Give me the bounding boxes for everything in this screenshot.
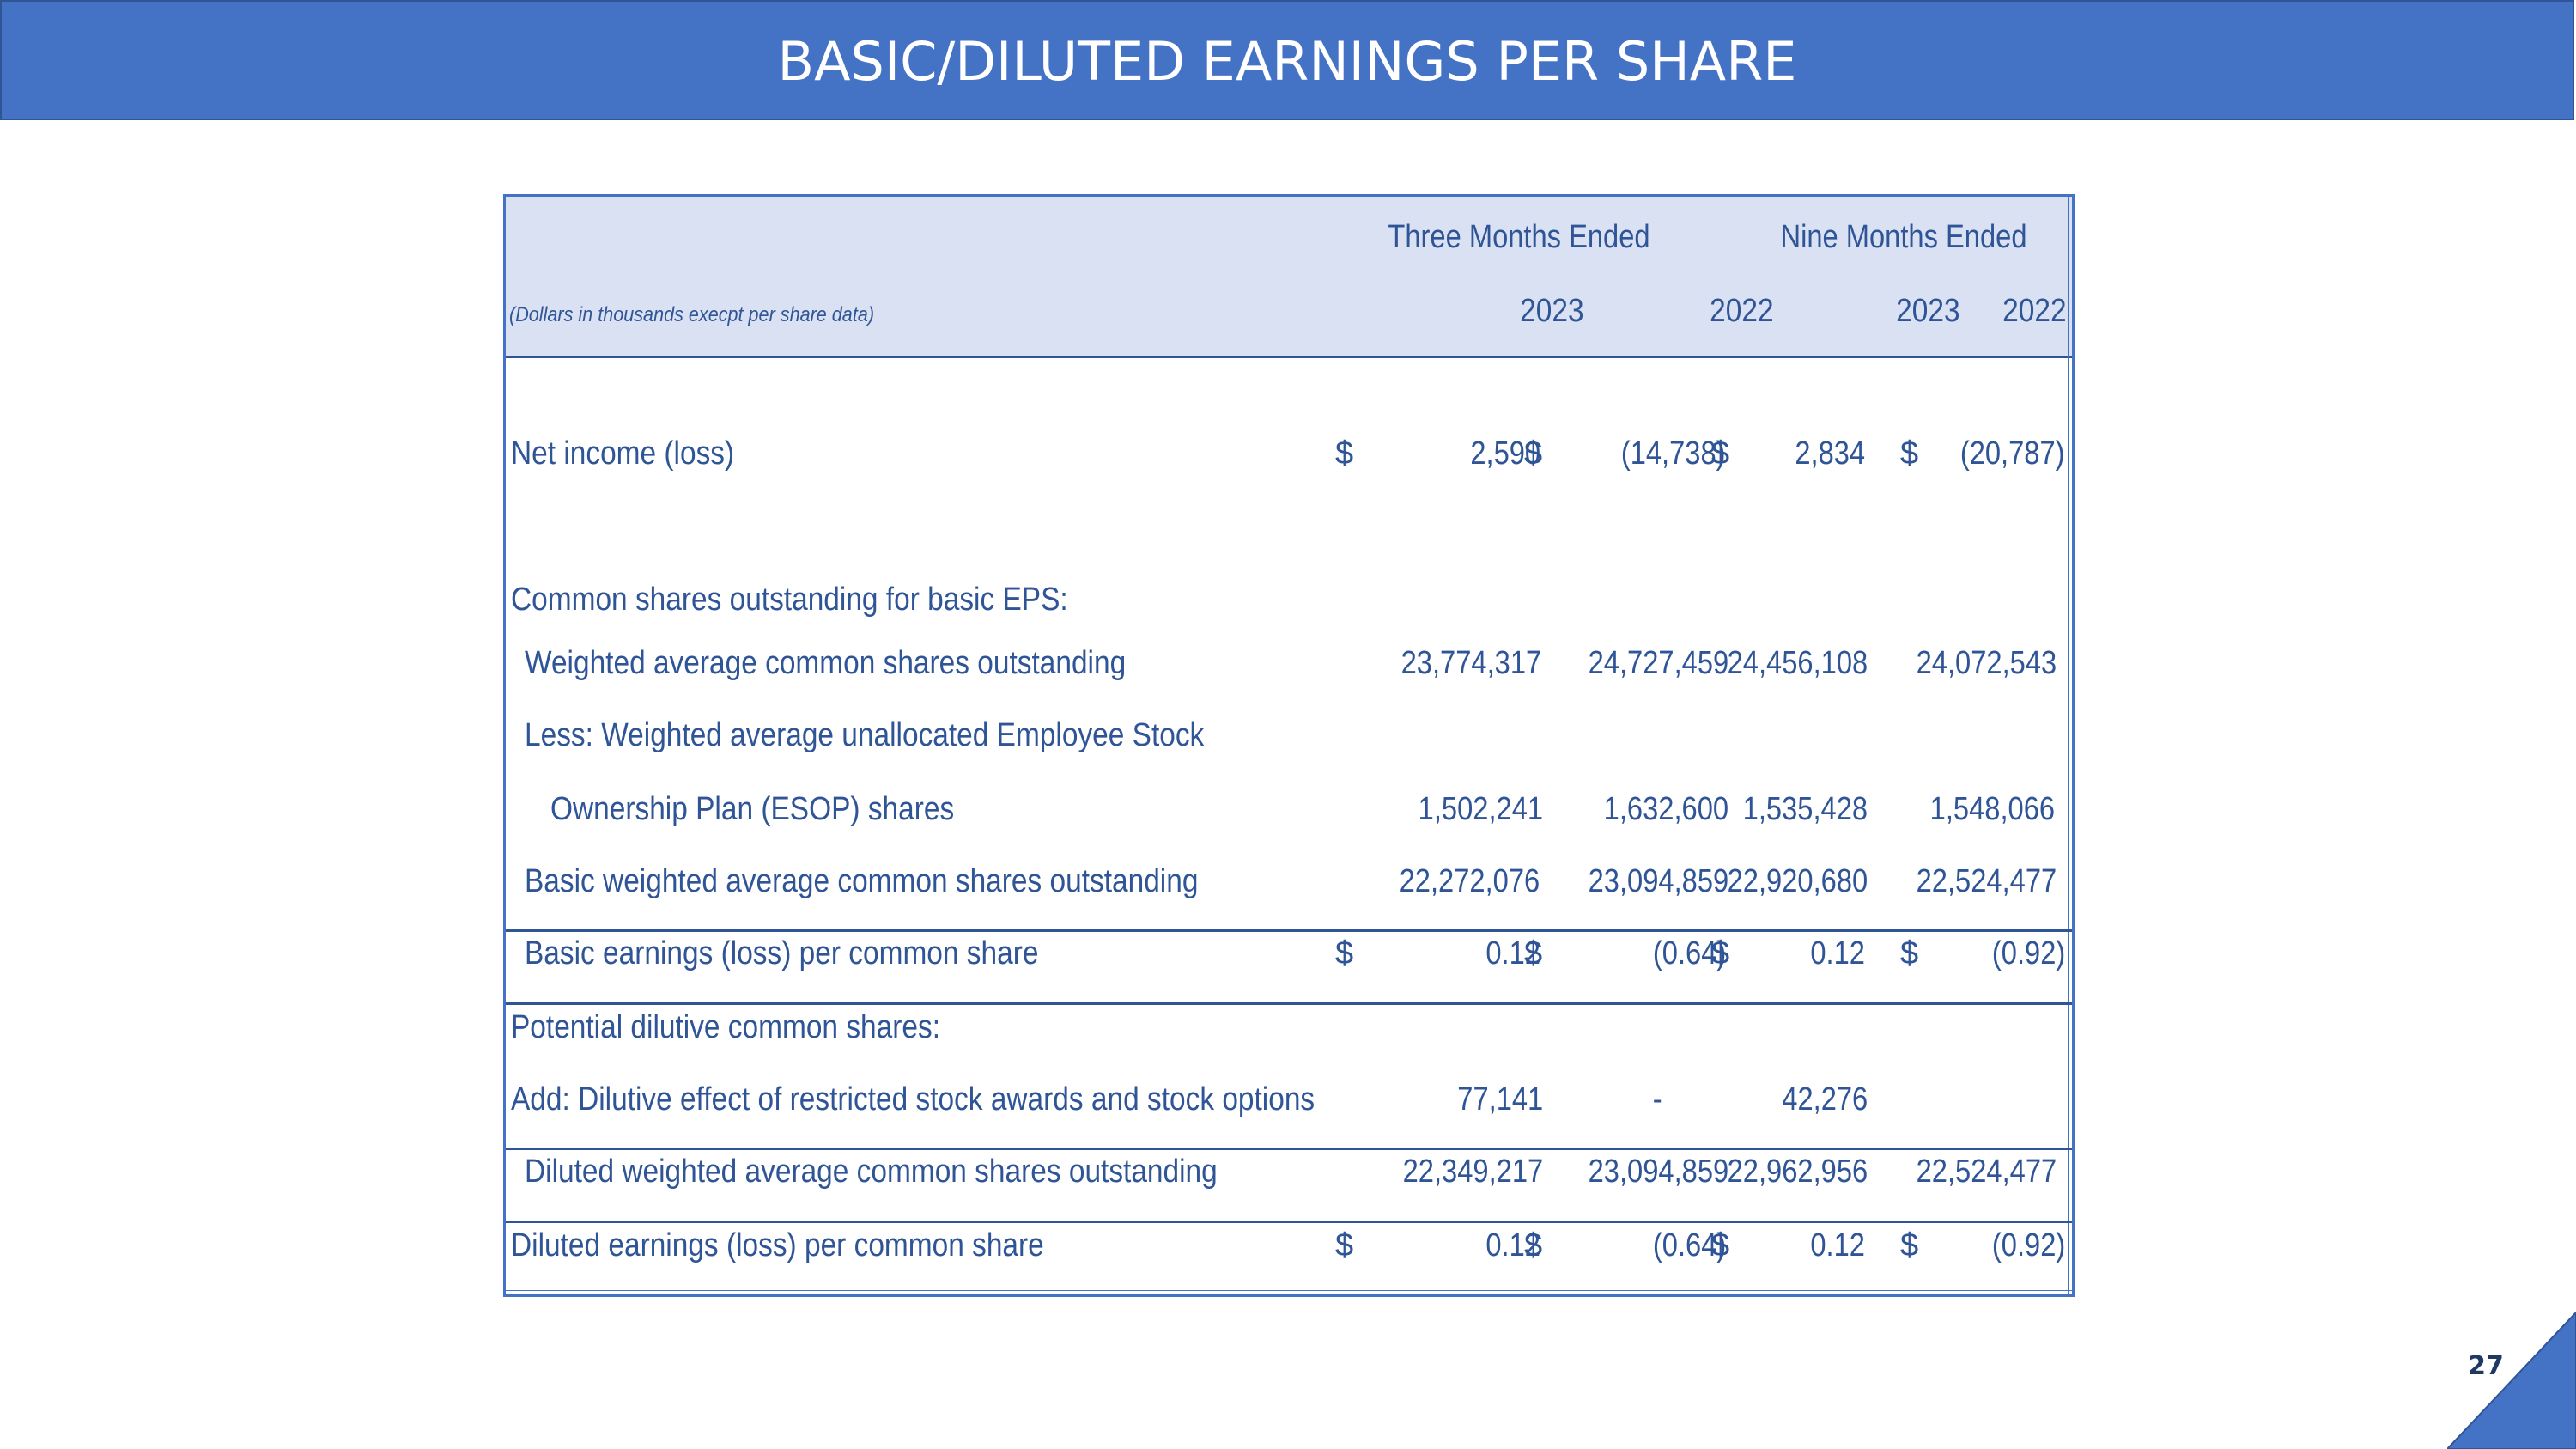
dollar-sign: $: [1524, 1227, 1543, 1263]
cell-value: 0.12: [1485, 935, 1540, 971]
cell-value: 0.12: [1810, 1227, 1865, 1263]
header-three-months: Three Months Ended: [1388, 219, 1650, 255]
cell-value: 23,094,859: [1588, 1154, 1728, 1190]
frame-inner-rule: [2068, 197, 2069, 1294]
row-label: Diluted weighted average common shares o…: [525, 1154, 1218, 1190]
row-label: Diluted earnings (loss) per common share: [511, 1227, 1044, 1263]
cell-value: 23,094,859: [1588, 863, 1728, 899]
cell-value: (0.64): [1652, 1227, 1726, 1263]
row-label: Less: Weighted average unallocated Emplo…: [525, 717, 1205, 753]
dollar-sign: $: [1335, 935, 1354, 971]
row-label: Add: Dilutive effect of restricted stock…: [511, 1081, 1315, 1117]
year-col-4: 2022: [2002, 293, 2067, 329]
cell-value: 42,276: [1782, 1081, 1868, 1117]
dollar-sign: $: [1711, 935, 1730, 971]
row-label: Potential dilutive common shares:: [511, 1009, 940, 1045]
dollar-sign: $: [1900, 1227, 1919, 1263]
units-note: (Dollars in thousands execpt per share d…: [509, 303, 875, 326]
cell-value: 22,272,076: [1399, 863, 1540, 899]
cell-value: 24,072,543: [1916, 645, 2057, 681]
dollar-sign: $: [1900, 435, 1919, 472]
corner-triangle-decoration: [2447, 1312, 2576, 1449]
row-label: Net income (loss): [511, 435, 735, 472]
year-col-2: 2022: [1710, 293, 1774, 329]
cell-value: 22,962,956: [1727, 1154, 1868, 1190]
frame-bottom-rule: [506, 1290, 2072, 1291]
row-label: Basic weighted average common shares out…: [525, 863, 1199, 899]
table-header: [506, 197, 2072, 358]
cell-value: (20,787): [1960, 435, 2065, 472]
cell-value: (14,738): [1621, 435, 1726, 472]
cell-value: 1,632,600: [1603, 791, 1728, 827]
page-number: 27: [2468, 1351, 2504, 1381]
title-bar: BASIC/DILUTED EARNINGS PER SHARE: [0, 0, 2574, 120]
eps-table: Three Months Ended Nine Months Ended 202…: [503, 194, 2075, 1297]
dollar-sign: $: [1711, 435, 1730, 472]
cell-value: 0.12: [1810, 935, 1865, 971]
table-rule: [506, 929, 2072, 932]
row-label: Ownership Plan (ESOP) shares: [550, 791, 955, 827]
cell-value: -: [1653, 1081, 1662, 1117]
cell-value: 22,920,680: [1727, 863, 1868, 899]
cell-value: 23,774,317: [1400, 645, 1541, 681]
header-nine-months: Nine Months Ended: [1780, 219, 2027, 255]
row-label: Weighted average common shares outstandi…: [525, 645, 1127, 681]
dollar-sign: $: [1524, 435, 1543, 472]
cell-value: (0.64): [1652, 935, 1726, 971]
row-label: Common shares outstanding for basic EPS:: [511, 581, 1068, 618]
table-rule: [506, 1148, 2072, 1150]
cell-value: 22,349,217: [1402, 1154, 1543, 1190]
cell-value: 24,456,108: [1727, 645, 1868, 681]
cell-value: 22,524,477: [1916, 863, 2057, 899]
cell-value: 24,727,459: [1588, 645, 1728, 681]
slide-title: BASIC/DILUTED EARNINGS PER SHARE: [777, 30, 1797, 93]
dollar-sign: $: [1900, 935, 1919, 971]
cell-value: (0.92): [1991, 1227, 2065, 1263]
cell-value: 2,590: [1470, 435, 1540, 472]
dollar-sign: $: [1335, 1227, 1354, 1263]
cell-value: 1,548,066: [1929, 791, 2055, 827]
table-rule: [506, 1002, 2072, 1005]
cell-value: 22,524,477: [1916, 1154, 2057, 1190]
dollar-sign: $: [1524, 935, 1543, 971]
year-col-3: 2023: [1896, 293, 1960, 329]
cell-value: 2,834: [1795, 435, 1865, 472]
cell-value: (0.92): [1991, 935, 2065, 971]
cell-value: 1,502,241: [1418, 791, 1543, 827]
table-rule: [506, 1221, 2072, 1223]
row-label: Basic earnings (loss) per common share: [525, 935, 1039, 971]
cell-value: 1,535,428: [1742, 791, 1868, 827]
cell-value: 77,141: [1457, 1081, 1543, 1117]
dollar-sign: $: [1335, 435, 1354, 472]
cell-value: 0.12: [1485, 1227, 1540, 1263]
year-col-1: 2023: [1520, 293, 1584, 329]
dollar-sign: $: [1711, 1227, 1730, 1263]
